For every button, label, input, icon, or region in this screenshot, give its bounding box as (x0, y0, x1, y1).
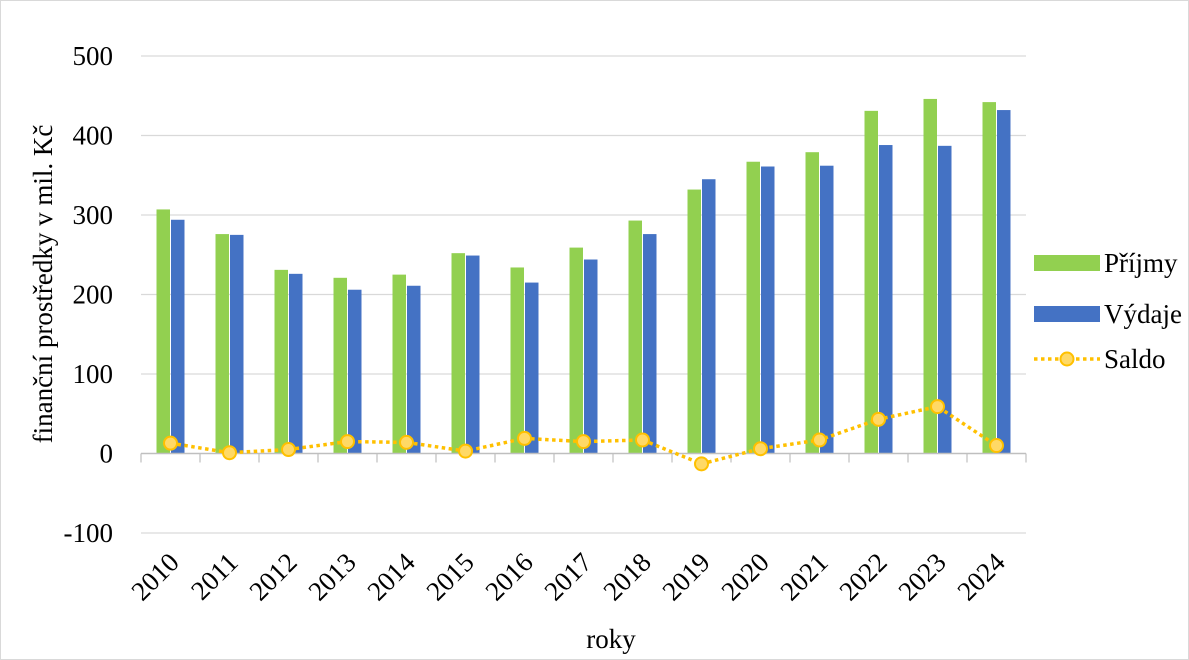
saldo-point-2017 (576, 434, 591, 450)
x-tick-label: 2015 (420, 547, 479, 606)
bar-prijmy-2018 (628, 220, 642, 454)
x-tick-label: 2013 (302, 547, 361, 606)
bar-vydaje-2020 (761, 166, 775, 454)
gridlines (141, 55, 1026, 534)
y-tick-label: 100 (73, 359, 114, 389)
x-tick-label: 2018 (597, 547, 656, 606)
bar-vydaje-2016 (525, 282, 539, 454)
saldo-point-2023 (930, 399, 945, 415)
x-tick-label: 2010 (125, 547, 184, 606)
bar-prijmy-2024 (982, 102, 996, 454)
saldo-point-2014 (399, 434, 414, 450)
saldo-point-2022 (871, 411, 886, 427)
saldo-point-2012 (281, 442, 296, 458)
bar-vydaje-2018 (643, 234, 657, 454)
legend: Příjmy Výdaje Saldo (1034, 248, 1182, 374)
x-tick-label: 2020 (715, 547, 774, 606)
bar-vydaje-2019 (702, 179, 716, 454)
x-tick-label: 2012 (243, 547, 302, 606)
legend-label: Příjmy (1104, 248, 1178, 278)
bar-prijmy-2017 (569, 247, 583, 454)
y-tick-label: 200 (73, 280, 114, 310)
bar-prijmy-2010 (156, 209, 170, 454)
x-tick-label: 2011 (185, 547, 244, 606)
bar-vydaje-2023 (938, 145, 952, 454)
saldo-point-2016 (517, 430, 532, 446)
bar-vydaje-2011 (230, 234, 244, 454)
bar-vydaje-2021 (820, 165, 834, 454)
bar-vydaje-2010 (171, 219, 185, 454)
y-tick-labels: -100 0 100 200 300 400 500 (64, 41, 114, 548)
bar-prijmy-2015 (451, 253, 465, 454)
y-tick-label: 400 (73, 121, 114, 151)
bar-prijmy-2020 (746, 161, 760, 454)
x-tick-labels: 2010 2011 2012 2013 2014 2015 2016 2017 2018 2019… (125, 547, 1011, 607)
bar-prijmy-2012 (274, 269, 288, 454)
x-tick-label: 2022 (833, 547, 892, 606)
saldo-point-2015 (458, 443, 473, 459)
saldo-line (163, 399, 1004, 472)
x-axis-title: roky (586, 624, 636, 654)
bar-prijmy-2011 (215, 234, 229, 454)
y-axis-title: finanční prostředky v mil. Kč (28, 125, 58, 444)
saldo-point-2018 (635, 432, 650, 448)
x-tick-label: 2014 (361, 547, 421, 607)
bar-prijmy-2023 (923, 98, 937, 454)
saldo-point-2021 (812, 432, 827, 448)
bar-prijmy-2014 (392, 274, 406, 454)
saldo-point-2010 (163, 435, 178, 451)
saldo-point-2019 (694, 456, 709, 472)
saldo-point-2013 (340, 434, 355, 450)
x-tick-label: 2017 (538, 547, 597, 606)
saldo-point-2020 (753, 441, 768, 457)
bar-vydaje-2017 (584, 259, 598, 454)
bar-vydaje-2012 (289, 273, 303, 454)
bar-prijmy-2022 (864, 110, 878, 454)
saldo-point-2024 (989, 438, 1004, 454)
bar-prijmy-2013 (333, 277, 347, 454)
x-tick-label: 2024 (951, 547, 1011, 607)
bar-prijmy-2021 (805, 152, 819, 454)
bar-prijmy-2019 (687, 189, 701, 454)
x-tick-marks (140, 453, 1027, 463)
bars (156, 98, 1011, 454)
y-tick-label: -100 (64, 518, 114, 548)
legend-label: Výdaje (1104, 299, 1182, 329)
legend-label: Saldo (1104, 344, 1166, 374)
bar-vydaje-2024 (997, 110, 1011, 454)
legend-swatch-vydaje (1034, 306, 1100, 322)
y-tick-label: 500 (73, 41, 114, 71)
y-tick-label: 0 (100, 439, 114, 469)
bar-vydaje-2022 (879, 145, 893, 454)
x-tick-label: 2021 (774, 547, 833, 606)
bar-prijmy-2016 (510, 267, 524, 454)
x-tick-label: 2016 (479, 547, 538, 606)
legend-swatch-saldo-marker (1059, 351, 1075, 367)
y-tick-label: 300 (73, 200, 114, 230)
legend-swatch-prijmy (1034, 255, 1100, 271)
bar-vydaje-2015 (466, 255, 480, 454)
bar-vydaje-2014 (407, 285, 421, 454)
x-tick-label: 2019 (656, 547, 715, 606)
x-tick-label: 2023 (892, 547, 951, 606)
saldo-point-2011 (222, 445, 237, 461)
bar-vydaje-2013 (348, 289, 362, 454)
